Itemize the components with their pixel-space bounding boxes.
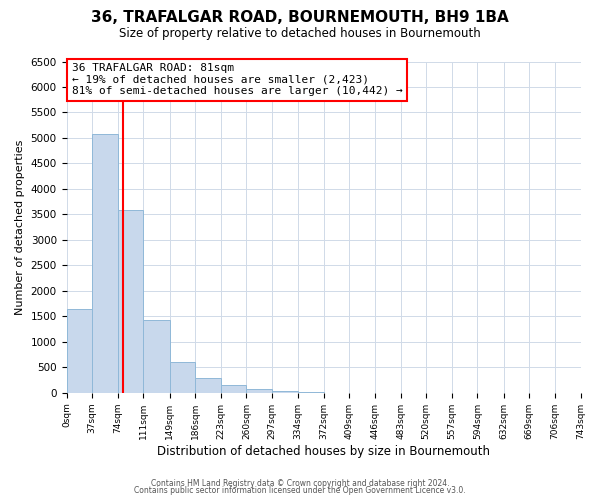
Y-axis label: Number of detached properties: Number of detached properties	[15, 140, 25, 315]
Bar	[170, 362, 195, 393]
Text: Contains public sector information licensed under the Open Government Licence v3: Contains public sector information licen…	[134, 486, 466, 495]
Text: 36 TRAFALGAR ROAD: 81sqm
← 19% of detached houses are smaller (2,423)
81% of sem: 36 TRAFALGAR ROAD: 81sqm ← 19% of detach…	[71, 63, 403, 96]
Text: 36, TRAFALGAR ROAD, BOURNEMOUTH, BH9 1BA: 36, TRAFALGAR ROAD, BOURNEMOUTH, BH9 1BA	[91, 10, 509, 25]
X-axis label: Distribution of detached houses by size in Bournemouth: Distribution of detached houses by size …	[157, 444, 490, 458]
Bar	[247, 389, 272, 393]
Bar	[67, 308, 92, 393]
Text: Contains HM Land Registry data © Crown copyright and database right 2024.: Contains HM Land Registry data © Crown c…	[151, 478, 449, 488]
Bar	[195, 378, 221, 393]
Bar	[298, 392, 324, 393]
Bar	[92, 134, 118, 393]
Bar	[221, 385, 247, 393]
Bar	[143, 320, 170, 393]
Bar	[272, 392, 298, 393]
Bar	[118, 210, 143, 393]
Text: Size of property relative to detached houses in Bournemouth: Size of property relative to detached ho…	[119, 28, 481, 40]
